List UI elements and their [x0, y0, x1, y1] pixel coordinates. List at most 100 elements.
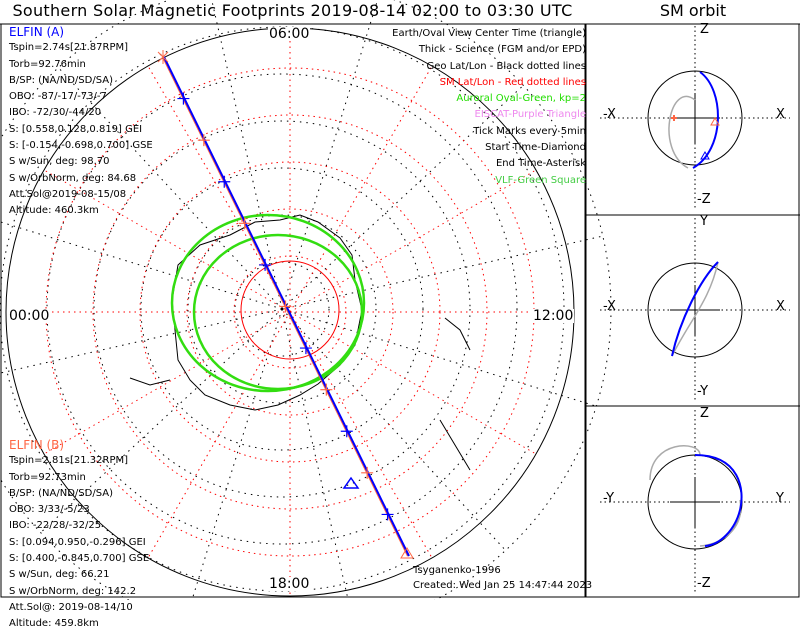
tick-mark [259, 258, 272, 271]
view-center-triangle [342, 476, 360, 489]
earth-cross [670, 477, 720, 527]
sm-meridian [289, 64, 433, 313]
axis-label-left: -X [603, 299, 616, 314]
info-line: S w/Sun, deg: 66.21 [9, 569, 110, 581]
sm-latitude-circle [186, 208, 394, 416]
tick-mark [299, 342, 312, 355]
geo-meridian [191, 308, 283, 600]
axis-label-bottom: -Z [697, 192, 711, 207]
axis-label-right: Y [776, 491, 784, 506]
tick-mark [381, 508, 394, 521]
earth-circle [647, 262, 743, 358]
end-asterisk [157, 50, 169, 64]
coastline [129, 317, 471, 471]
earth-cross [670, 285, 720, 335]
mlt-label-left: 00:00 [8, 308, 51, 324]
sm-meridian [289, 311, 538, 455]
auroral-oval-inner [192, 233, 364, 391]
axis-label-top: Z [700, 406, 709, 421]
orbit-path [671, 261, 719, 357]
geo-latitude-circle [46, 73, 518, 545]
info-line: Tspin=2.81s[21.32RPM] [9, 455, 129, 467]
plot-title: Southern Solar Magnetic Footprints 2019-… [12, 1, 573, 20]
orbit-back [671, 261, 719, 357]
map-frame [0, 23, 586, 598]
elfin-a-name: ELFIN (A) [9, 25, 65, 39]
info-line: B/SP: (NA/ND/SD/SA) [9, 74, 113, 86]
orbit-path [692, 71, 719, 169]
orbit-title: SM orbit [659, 1, 727, 20]
legend: Earth/Oval View Center Time (triangle) Th… [392, 26, 586, 189]
view-center-triangle [710, 116, 720, 126]
tick-mark [177, 92, 190, 105]
tick-mark [340, 425, 353, 438]
axis-label-bottom: -Z [697, 576, 711, 591]
model-label: Tsyganenko-1996 [413, 565, 501, 576]
info-line: Tspin=2.74s[21.87RPM] [9, 42, 129, 54]
legend-item: End Time-Asterisk [495, 158, 586, 170]
earth-cross [670, 93, 720, 143]
info-line: B/SP: (NA/ND/SD/SA) [9, 487, 113, 499]
orbit-path [694, 454, 743, 547]
legend-item: Earth/Oval View Center Time (triangle) [392, 28, 586, 39]
mlt-label-right: 12:00 [532, 308, 575, 324]
legend-item: Tick Marks every 5min [473, 125, 586, 137]
tick-mark [361, 466, 374, 479]
earth-circle [647, 70, 743, 166]
elfin-b-name: ELFIN (B) [9, 438, 65, 452]
geo-latitude-circle [93, 120, 471, 498]
info-line: S: [0.094,0.950,-0.296] GEI [9, 536, 146, 548]
mlt-label-top: 06:00 [268, 26, 311, 42]
info-line: S w/OrbNorm, deg: 84.68 [9, 172, 137, 184]
legend-item: Thick - Science (FGM and/or EPD) [418, 44, 586, 56]
view-center-triangle-b [400, 547, 414, 559]
legend-item: Start Time-Diamond [485, 142, 586, 154]
auroral-oval-outer [170, 213, 366, 393]
orbit-back [668, 96, 696, 169]
orbit-frame [585, 23, 800, 598]
info-line: S w/Sun, deg: 98.70 [9, 156, 110, 168]
view-center-triangle [700, 150, 710, 160]
sm-latitude-circle [92, 114, 488, 510]
info-line: IBO: -22/28/-32/25 [9, 520, 102, 532]
info-line: S: [0.558,0.128,0.819] GEI [9, 123, 143, 135]
info-line: Altitude: 460.3km [9, 205, 99, 217]
tick-mark [279, 300, 292, 313]
tick-mark [197, 134, 210, 147]
tick-mark [218, 175, 231, 188]
info-line: OBO: 3/33/-5/23 [9, 504, 90, 516]
info-line: S: [0.400,-0.845,0.700] GSE [9, 553, 150, 565]
elfin-b-info: ELFIN (B) Tspin=2.81s[21.32RPM] Torb=92.7… [9, 437, 149, 633]
axis-label-bottom: -Y [697, 384, 709, 399]
legend-item: SM Lat/Lon - Red dotted lines [439, 76, 586, 88]
info-line: S w/OrbNorm, deg: 142.2 [9, 585, 137, 597]
info-line: Att.Sol@2019-08-15/08 [9, 188, 127, 200]
info-line: Torb=92.76min [9, 58, 86, 70]
info-line: S: [-0.154,-0.698,0.700] GSE [9, 140, 153, 152]
axis-label-left: -X [603, 107, 616, 122]
end-asterisk [671, 115, 677, 121]
geo-meridian [281, 235, 604, 310]
footprint-map [0, 0, 800, 600]
axis-label-right: X [776, 299, 785, 314]
elfin-a-info: ELFIN (A) Tspin=2.74s[21.87RPM] Torb=92.7… [9, 24, 153, 220]
info-line: OBO: -87/-17/-73/-7 [9, 91, 107, 103]
sm-meridian [42, 311, 291, 455]
info-line: IBO: -72/30/-44/20 [9, 107, 102, 119]
legend-item: VLF-Green Square [495, 174, 586, 186]
info-line: Altitude: 459.8km [9, 618, 99, 630]
created-timestamp: Created: Wed Jan 25 14:47:44 2023 [413, 580, 593, 591]
info-line: Torb=92.73min [9, 471, 86, 483]
tick-mark [320, 383, 333, 396]
legend-item: Geo Lat/Lon - Black dotted lines [426, 60, 586, 72]
axis-label-top: Z [700, 22, 709, 37]
geo-latitude-circle [0, 0, 612, 600]
axis-label-top: Y [700, 214, 708, 229]
sm-meridian [147, 64, 291, 313]
sm-meridian [147, 311, 291, 560]
sm-meridian [42, 169, 291, 313]
geo-meridian [281, 308, 507, 552]
tick-mark [238, 217, 251, 230]
legend-item: EISCAT-Purple Triangle [474, 109, 587, 121]
